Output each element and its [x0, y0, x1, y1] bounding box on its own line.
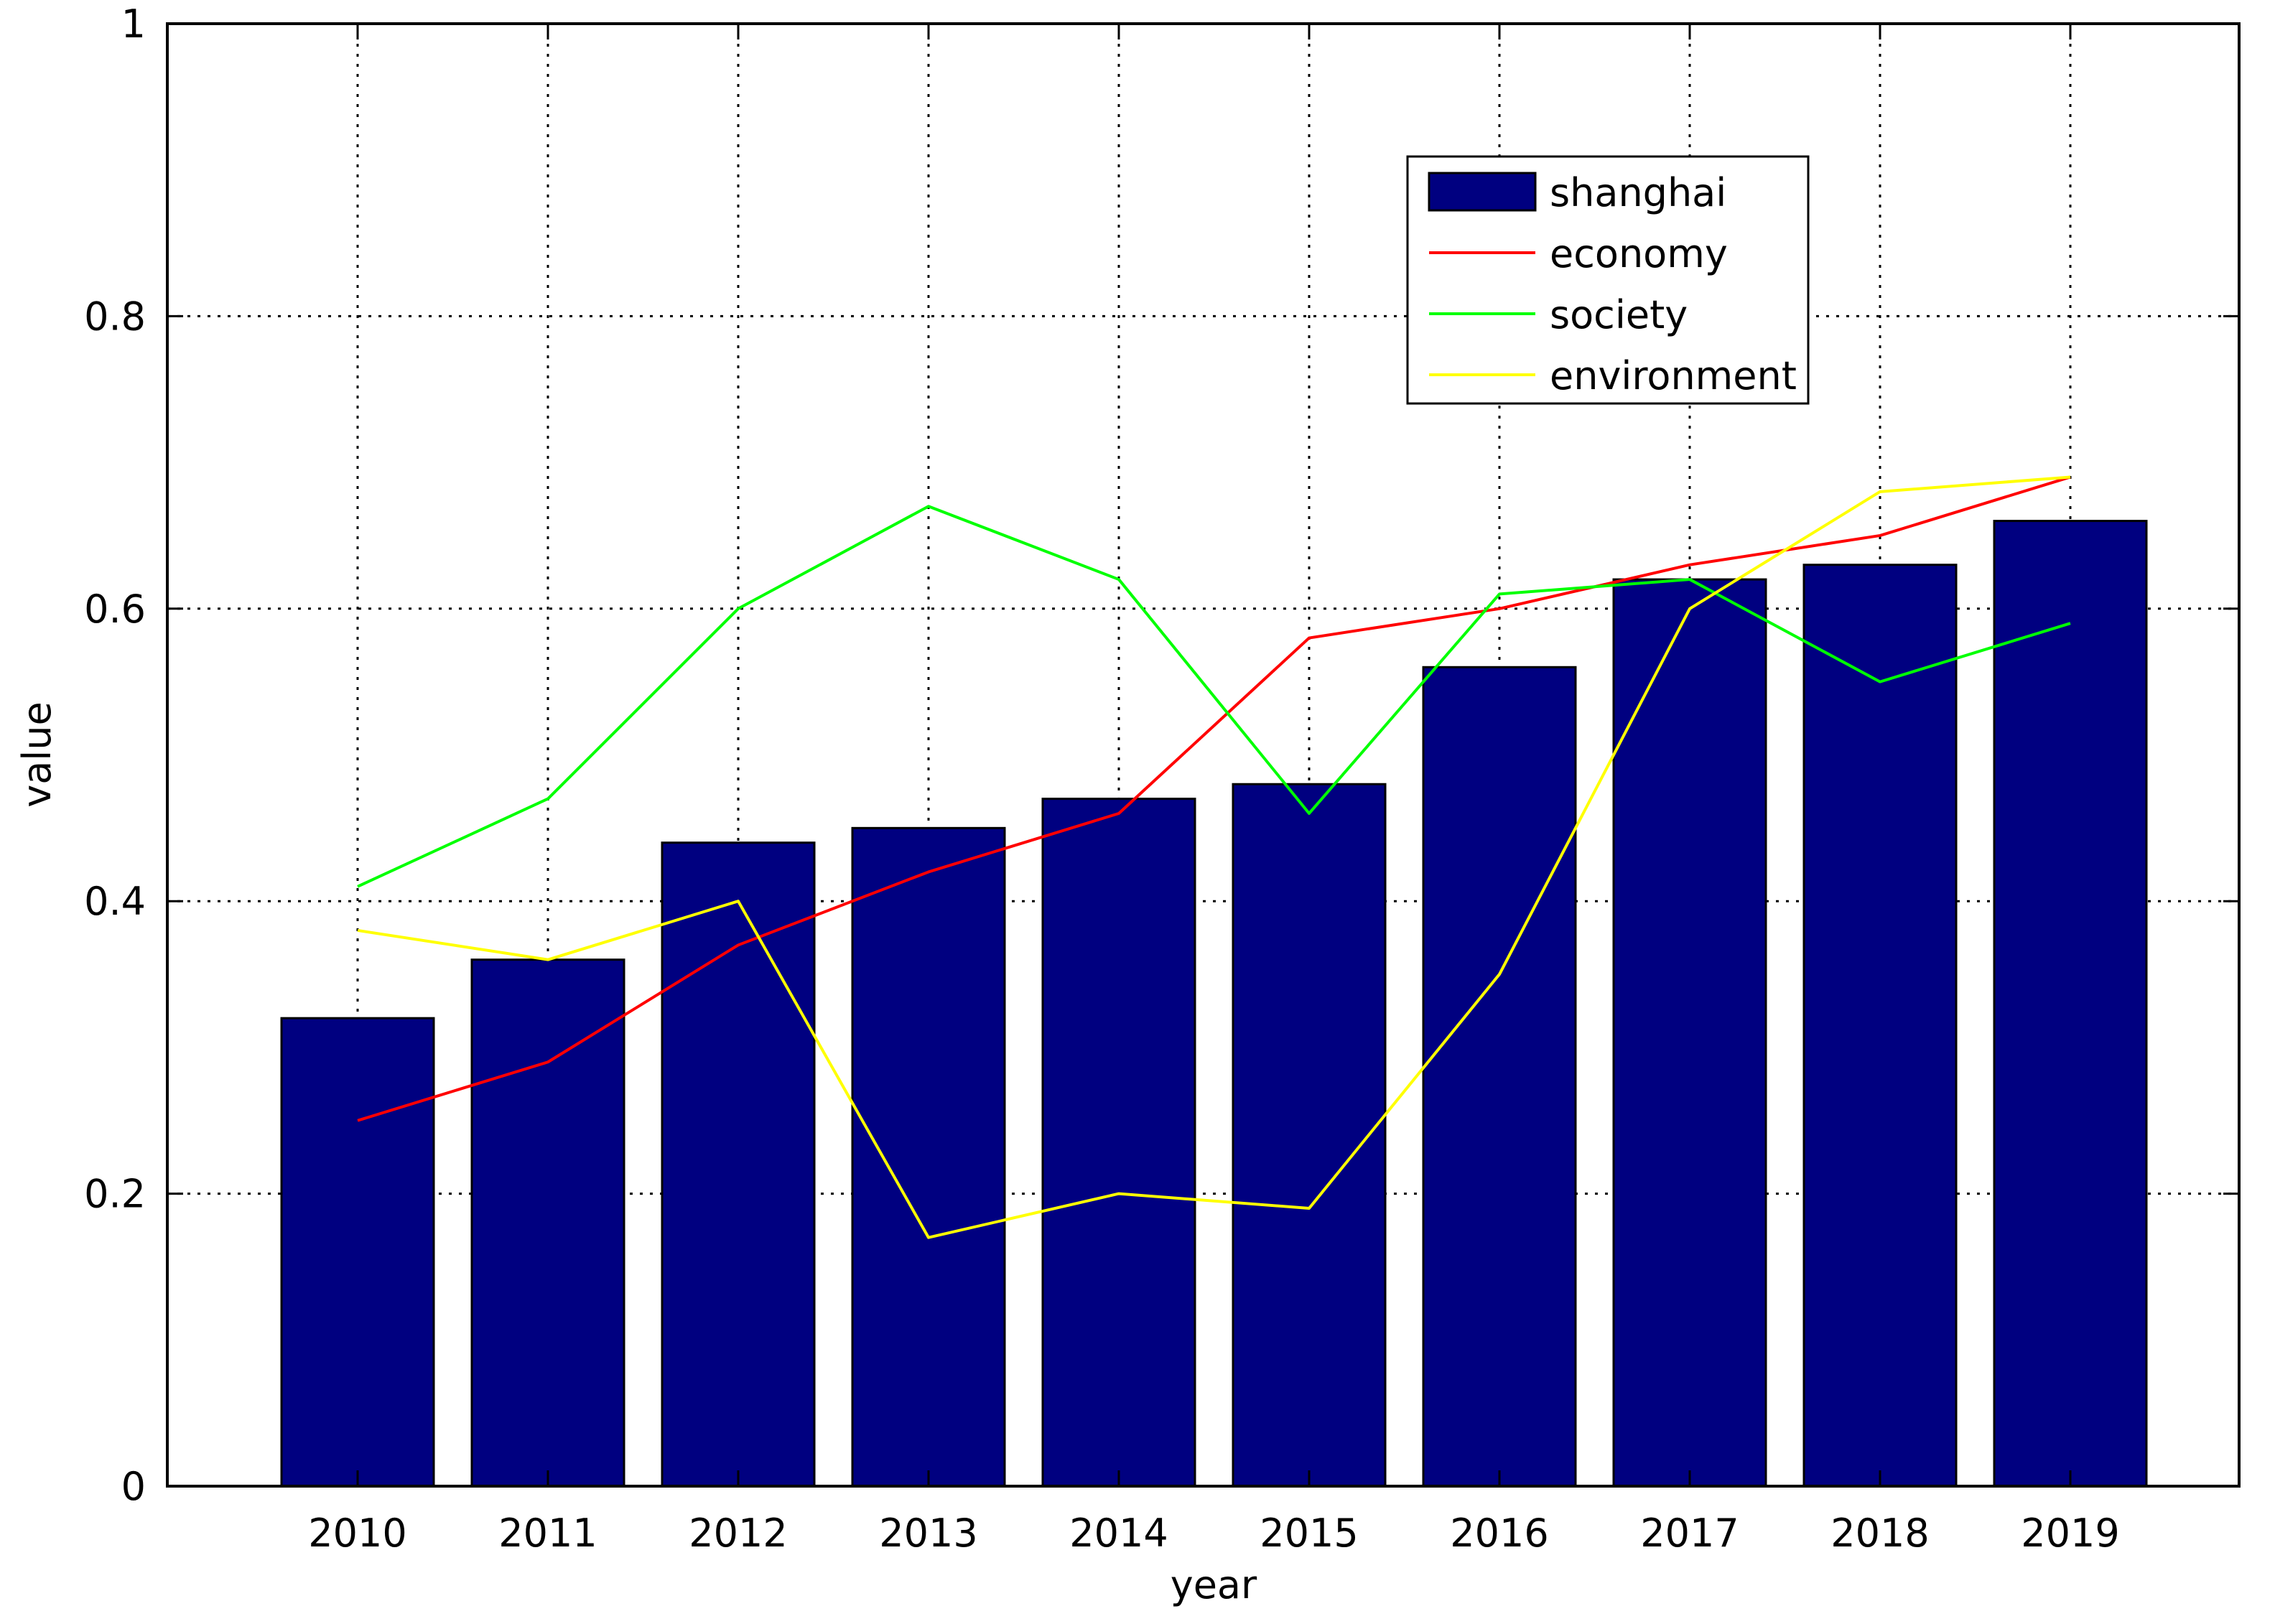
plot-frame — [166, 22, 2241, 1488]
x-tick-label: 2015 — [1260, 1511, 1358, 1556]
line-environment — [357, 475, 2071, 1239]
legend-label-society: society — [1550, 292, 1688, 337]
x-tick-label: 2017 — [1640, 1511, 1739, 1556]
x-tick-label: 2019 — [2021, 1511, 2119, 1556]
legend-swatch-shanghai — [1428, 172, 1537, 212]
x-tick-label: 2011 — [498, 1511, 597, 1556]
legend: shanghai economy society environment — [1406, 155, 1810, 405]
bar-layer — [280, 520, 2148, 1488]
line-layer — [357, 475, 2071, 1239]
x-tick-layer: 2010 2011 2012 2013 2014 2015 2016 2017 2018 2019 — [308, 24, 2120, 1556]
x-tick-label: 2013 — [879, 1511, 977, 1556]
bar-shanghai-2014 — [1041, 798, 1196, 1488]
bar-shanghai-2018 — [1802, 564, 1958, 1488]
bar-shanghai-2010 — [280, 1017, 435, 1488]
legend-label-shanghai: shanghai — [1550, 170, 1726, 215]
x-tick-label: 2010 — [308, 1511, 406, 1556]
x-tick-label: 2012 — [689, 1511, 787, 1556]
bar-shanghai-2019 — [1993, 520, 2148, 1488]
y-tick-layer: 0 0.2 0.4 0.6 0.8 1 — [84, 1, 2239, 1509]
x-tick-label: 2018 — [1830, 1511, 1929, 1556]
y-tick-label: 0.4 — [84, 879, 146, 924]
bar-shanghai-2011 — [470, 958, 625, 1488]
y-tick-label: 1 — [121, 1, 146, 47]
line-society — [357, 505, 2071, 888]
bar-shanghai-2015 — [1232, 783, 1387, 1488]
y-tick-label: 0.8 — [84, 294, 146, 339]
x-axis-label: year — [1171, 1562, 1257, 1607]
y-tick-label: 0.2 — [84, 1172, 146, 1217]
legend-label-economy: economy — [1550, 231, 1728, 276]
y-axis-label: value — [14, 701, 60, 808]
legend-label-environment: environment — [1550, 353, 1797, 398]
bar-shanghai-2013 — [851, 826, 1006, 1488]
y-tick-label: 0 — [121, 1464, 146, 1509]
bar-shanghai-2016 — [1422, 666, 1577, 1488]
x-tick-label: 2014 — [1069, 1511, 1168, 1556]
x-tick-label: 2016 — [1450, 1511, 1548, 1556]
bar-shanghai-2012 — [661, 841, 816, 1488]
y-tick-label: 0.6 — [84, 587, 146, 632]
bar-shanghai-2017 — [1612, 578, 1767, 1488]
